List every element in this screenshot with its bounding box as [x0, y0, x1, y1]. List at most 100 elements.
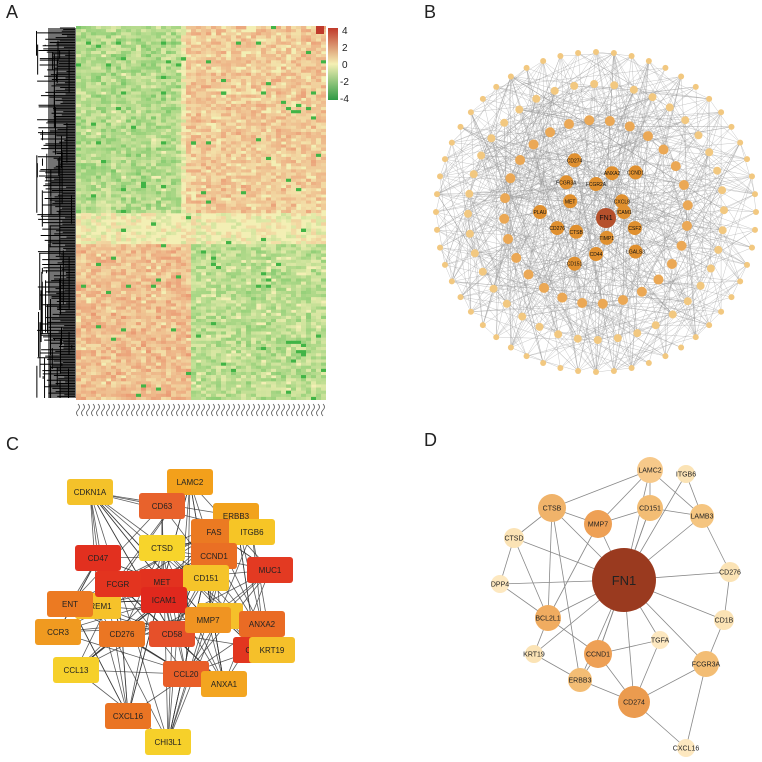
network-b-node — [500, 118, 509, 127]
network-b-node — [540, 360, 547, 367]
network-d-node — [504, 528, 524, 548]
network-b-node — [628, 244, 643, 259]
network-b-node — [642, 131, 653, 142]
network-d-node-label: ERBB3 — [569, 678, 592, 685]
network-b-node — [692, 334, 699, 341]
network-d-node-label: CCND1 — [586, 652, 610, 659]
network-b-node — [589, 177, 603, 191]
network-b-node — [479, 95, 486, 102]
network-c-node-label: ITGB6 — [240, 528, 264, 537]
network-b-node — [718, 186, 727, 195]
network-b-node — [719, 206, 728, 215]
network-b-node — [593, 335, 602, 344]
network-b-node — [706, 264, 715, 273]
network-b-node-label: CCND1 — [627, 170, 644, 176]
network-b-node — [651, 321, 660, 330]
network-b-node — [753, 209, 759, 215]
panel-label-d: D — [424, 430, 437, 450]
network-b-hub-node — [596, 208, 616, 228]
panel-label-c: C — [6, 434, 19, 454]
network-b-node — [573, 334, 582, 343]
network-b-node — [448, 139, 455, 146]
network-b-node — [528, 139, 539, 150]
network-b-node — [737, 278, 744, 285]
network-b-node — [499, 213, 510, 224]
network-b-node — [597, 298, 608, 309]
network-b-node — [464, 209, 473, 218]
network-b-node — [751, 226, 758, 233]
network-b-node-label: ANXA2 — [604, 171, 621, 177]
network-b-node — [593, 369, 599, 375]
network-b-node — [666, 258, 677, 269]
network-b-node — [557, 53, 564, 60]
network-b-node — [469, 170, 478, 179]
network-b-node — [599, 230, 614, 245]
network-b-node — [493, 83, 500, 90]
network-b-node — [728, 123, 735, 130]
network-b-node — [515, 155, 526, 166]
network-b-node — [628, 364, 635, 371]
network-d-node-label: LAMB3 — [691, 514, 714, 521]
panel-label-b: B — [424, 2, 437, 22]
network-d-node — [637, 495, 663, 521]
network-b-node — [564, 119, 575, 130]
network-b-node-label: TIMP1 — [599, 236, 614, 242]
network-b-node — [683, 297, 692, 306]
network-c-node-label: ANXA2 — [249, 620, 276, 629]
network-d-hub-label: FN1 — [612, 573, 637, 588]
network-c-node — [139, 535, 185, 561]
network-b-node-label: CD44 — [590, 252, 603, 258]
network-b-node — [575, 367, 582, 374]
network-b-node — [648, 93, 657, 102]
network-c-node-label: CCL20 — [174, 670, 199, 679]
network-b-node — [554, 330, 563, 339]
network-d-node — [568, 668, 592, 692]
network-b-node — [545, 127, 556, 138]
network-b-node — [477, 151, 486, 160]
network-b-node — [617, 294, 628, 305]
network-d-node — [535, 605, 561, 631]
network-d-node-label: FCGR3A — [692, 662, 721, 669]
network-c-node — [201, 671, 247, 697]
network-c-node-label: CD58 — [162, 630, 183, 639]
network-d-node-label: DPP4 — [491, 582, 509, 589]
network-b-node — [665, 103, 674, 112]
row-dendrogram — [36, 27, 76, 398]
network-b-node-label: FCGR2A — [586, 182, 607, 188]
network-b-node — [678, 73, 685, 80]
network-b-node — [557, 364, 564, 371]
network-b-node — [584, 115, 595, 126]
colorbar-tick-2: 2 — [342, 43, 348, 54]
network-b-node — [533, 205, 547, 219]
network-b-node — [489, 284, 498, 293]
network-c-node — [149, 621, 195, 647]
network-b-node — [737, 139, 744, 146]
network-c-node — [145, 729, 191, 755]
network-c-node — [191, 543, 237, 569]
network-b-node — [465, 189, 474, 198]
colorbar-tick-0: 0 — [342, 60, 348, 71]
network-b-node — [441, 261, 448, 268]
network-d-node-label: CTSD — [504, 536, 523, 543]
network-c-node — [99, 621, 145, 647]
network-c-node-label: MET — [154, 578, 171, 587]
network-b-node — [465, 229, 474, 238]
network-b-node — [624, 121, 635, 132]
network-c-node-label: CDKN1A — [74, 488, 107, 497]
network-b-node — [540, 57, 547, 64]
network-b-node — [613, 334, 622, 343]
network-b-node — [550, 221, 565, 236]
network-b-node-label: CTSB — [570, 230, 584, 236]
network-b-node-label: MET — [565, 199, 576, 205]
network-c-node-label: FCGR — [107, 580, 130, 589]
network-b-node — [610, 81, 619, 90]
network-b-node — [457, 123, 464, 130]
network-d-node-label: LAMC2 — [638, 468, 661, 475]
network-c-node-label: CHI3L1 — [154, 738, 182, 747]
network-b-node — [748, 173, 755, 180]
network-c-node — [95, 571, 141, 597]
network-b-node — [434, 226, 441, 233]
network-c-node-label: MMP7 — [196, 616, 220, 625]
network-b-node-label: CSF2 — [628, 226, 641, 232]
network-d-node — [714, 610, 734, 630]
